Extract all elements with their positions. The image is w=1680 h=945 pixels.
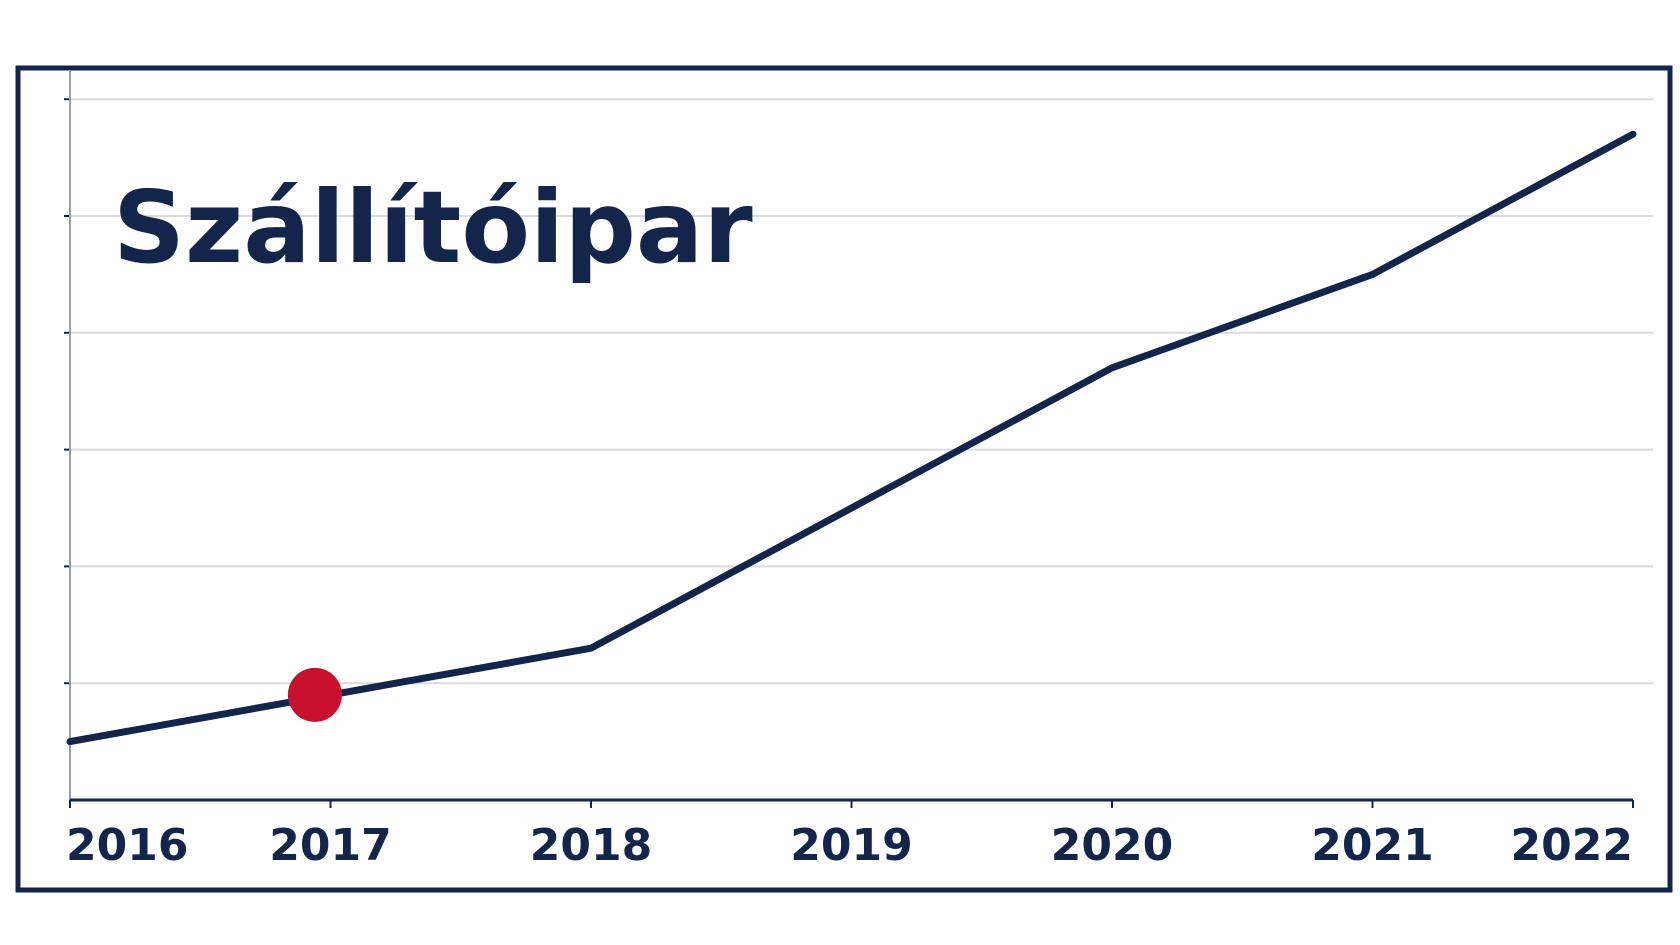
- x-tick-label-2016: 2016: [66, 820, 188, 871]
- x-tick-label-2019: 2019: [790, 820, 912, 871]
- x-tick-label-2022: 2022: [1511, 820, 1633, 871]
- chart-frame: [15, 65, 1673, 893]
- x-tick-label-2017: 2017: [269, 820, 391, 871]
- highlight-point: [287, 667, 342, 722]
- x-tick-labels: 2016 2017 2018 2019 2020 2021 2022: [66, 800, 1634, 871]
- chart-title: Szállítóipar: [113, 169, 753, 286]
- x-tick-label-2018: 2018: [530, 820, 652, 871]
- x-tick-label-2020: 2020: [1051, 820, 1173, 871]
- gridlines: [64, 98, 1653, 685]
- x-tick-label-2021: 2021: [1311, 820, 1433, 871]
